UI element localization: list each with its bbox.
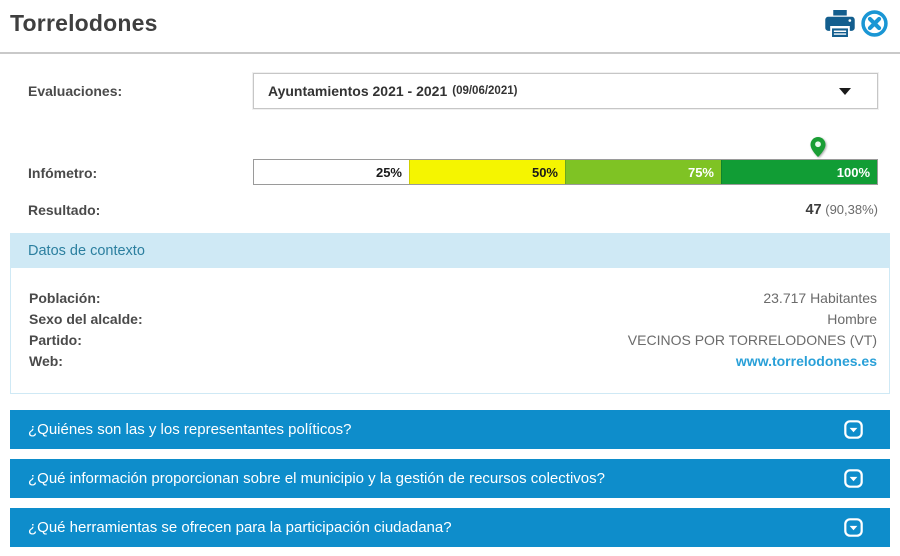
accordion-label: ¿Qué información proporcionan sobre el m… <box>28 470 605 487</box>
infometro-segment-25: 25% <box>254 160 409 184</box>
question-accordions: ¿Quiénes son las y los representantes po… <box>10 410 890 547</box>
resultado-percent: (90,38%) <box>825 202 878 217</box>
poblacion-value: 23.717 Habitantes <box>763 290 877 306</box>
context-row-sexo: Sexo del alcalde: Hombre <box>11 309 889 330</box>
web-label: Web: <box>29 353 63 369</box>
context-section: Datos de contexto Población: 23.717 Habi… <box>10 233 890 394</box>
evaluaciones-label: Evaluaciones: <box>28 83 123 99</box>
partido-value: VECINOS POR TORRELODONES (VT) <box>627 332 877 348</box>
website-link[interactable]: www.torrelodones.es <box>735 353 877 369</box>
accordion-representantes[interactable]: ¿Quiénes son las y los representantes po… <box>10 410 890 449</box>
accordion-label: ¿Qué herramientas se ofrecen para la par… <box>28 519 452 536</box>
context-body: Población: 23.717 Habitantes Sexo del al… <box>10 268 890 394</box>
accordion-herramientas[interactable]: ¿Qué herramientas se ofrecen para la par… <box>10 508 890 547</box>
expand-toggle-icon[interactable] <box>843 468 864 489</box>
infometro-segment-75: 75% <box>565 160 721 184</box>
infometro-segment-50: 50% <box>409 160 565 184</box>
expand-toggle-icon[interactable] <box>843 419 864 440</box>
chevron-down-icon <box>839 88 851 95</box>
resultado-label: Resultado: <box>28 202 101 218</box>
context-row-partido: Partido: VECINOS POR TORRELODONES (VT) <box>11 330 889 351</box>
print-icon[interactable] <box>825 10 855 37</box>
evaluaciones-dropdown[interactable]: Ayuntamientos 2021 - 2021 (09/06/2021) <box>253 73 878 109</box>
sexo-label: Sexo del alcalde: <box>29 311 143 327</box>
sexo-value: Hombre <box>827 311 877 327</box>
context-row-poblacion: Población: 23.717 Habitantes <box>11 288 889 309</box>
context-row-web: Web: www.torrelodones.es <box>11 351 889 372</box>
infometro-segment-100: 100% <box>721 160 877 184</box>
infometro-bar: 25% 50% 75% 100% <box>253 159 878 185</box>
partido-label: Partido: <box>29 332 82 348</box>
expand-toggle-icon[interactable] <box>843 517 864 538</box>
infometro-row: Infómetro: 25% 50% 75% 100% <box>10 137 890 185</box>
context-section-title: Datos de contexto <box>10 233 890 268</box>
infometro-label: Infómetro: <box>28 165 98 181</box>
evaluaciones-row: Evaluaciones: Ayuntamientos 2021 - 2021 … <box>10 73 890 109</box>
resultado-value: 47 (90,38%) <box>253 202 878 218</box>
infometro-marker-pin-icon <box>810 137 826 157</box>
page-title: Torrelodones <box>10 10 158 36</box>
header-icons <box>825 10 888 37</box>
content: Evaluaciones: Ayuntamientos 2021 - 2021 … <box>0 73 900 547</box>
resultado-row: Resultado: 47 (90,38%) <box>10 202 890 218</box>
dropdown-selected-value: Ayuntamientos 2021 - 2021 <box>268 83 448 99</box>
header: Torrelodones <box>0 0 900 46</box>
poblacion-label: Población: <box>29 290 101 306</box>
accordion-label: ¿Quiénes son las y los representantes po… <box>28 421 352 438</box>
close-icon[interactable] <box>861 10 888 37</box>
infometro-bar-wrap: 25% 50% 75% 100% <box>253 137 878 185</box>
dropdown-selected-date: (09/06/2021) <box>452 85 518 97</box>
resultado-score: 47 <box>805 202 822 218</box>
accordion-informacion[interactable]: ¿Qué información proporcionan sobre el m… <box>10 459 890 498</box>
header-divider <box>0 52 900 54</box>
web-value: www.torrelodones.es <box>254 351 877 372</box>
